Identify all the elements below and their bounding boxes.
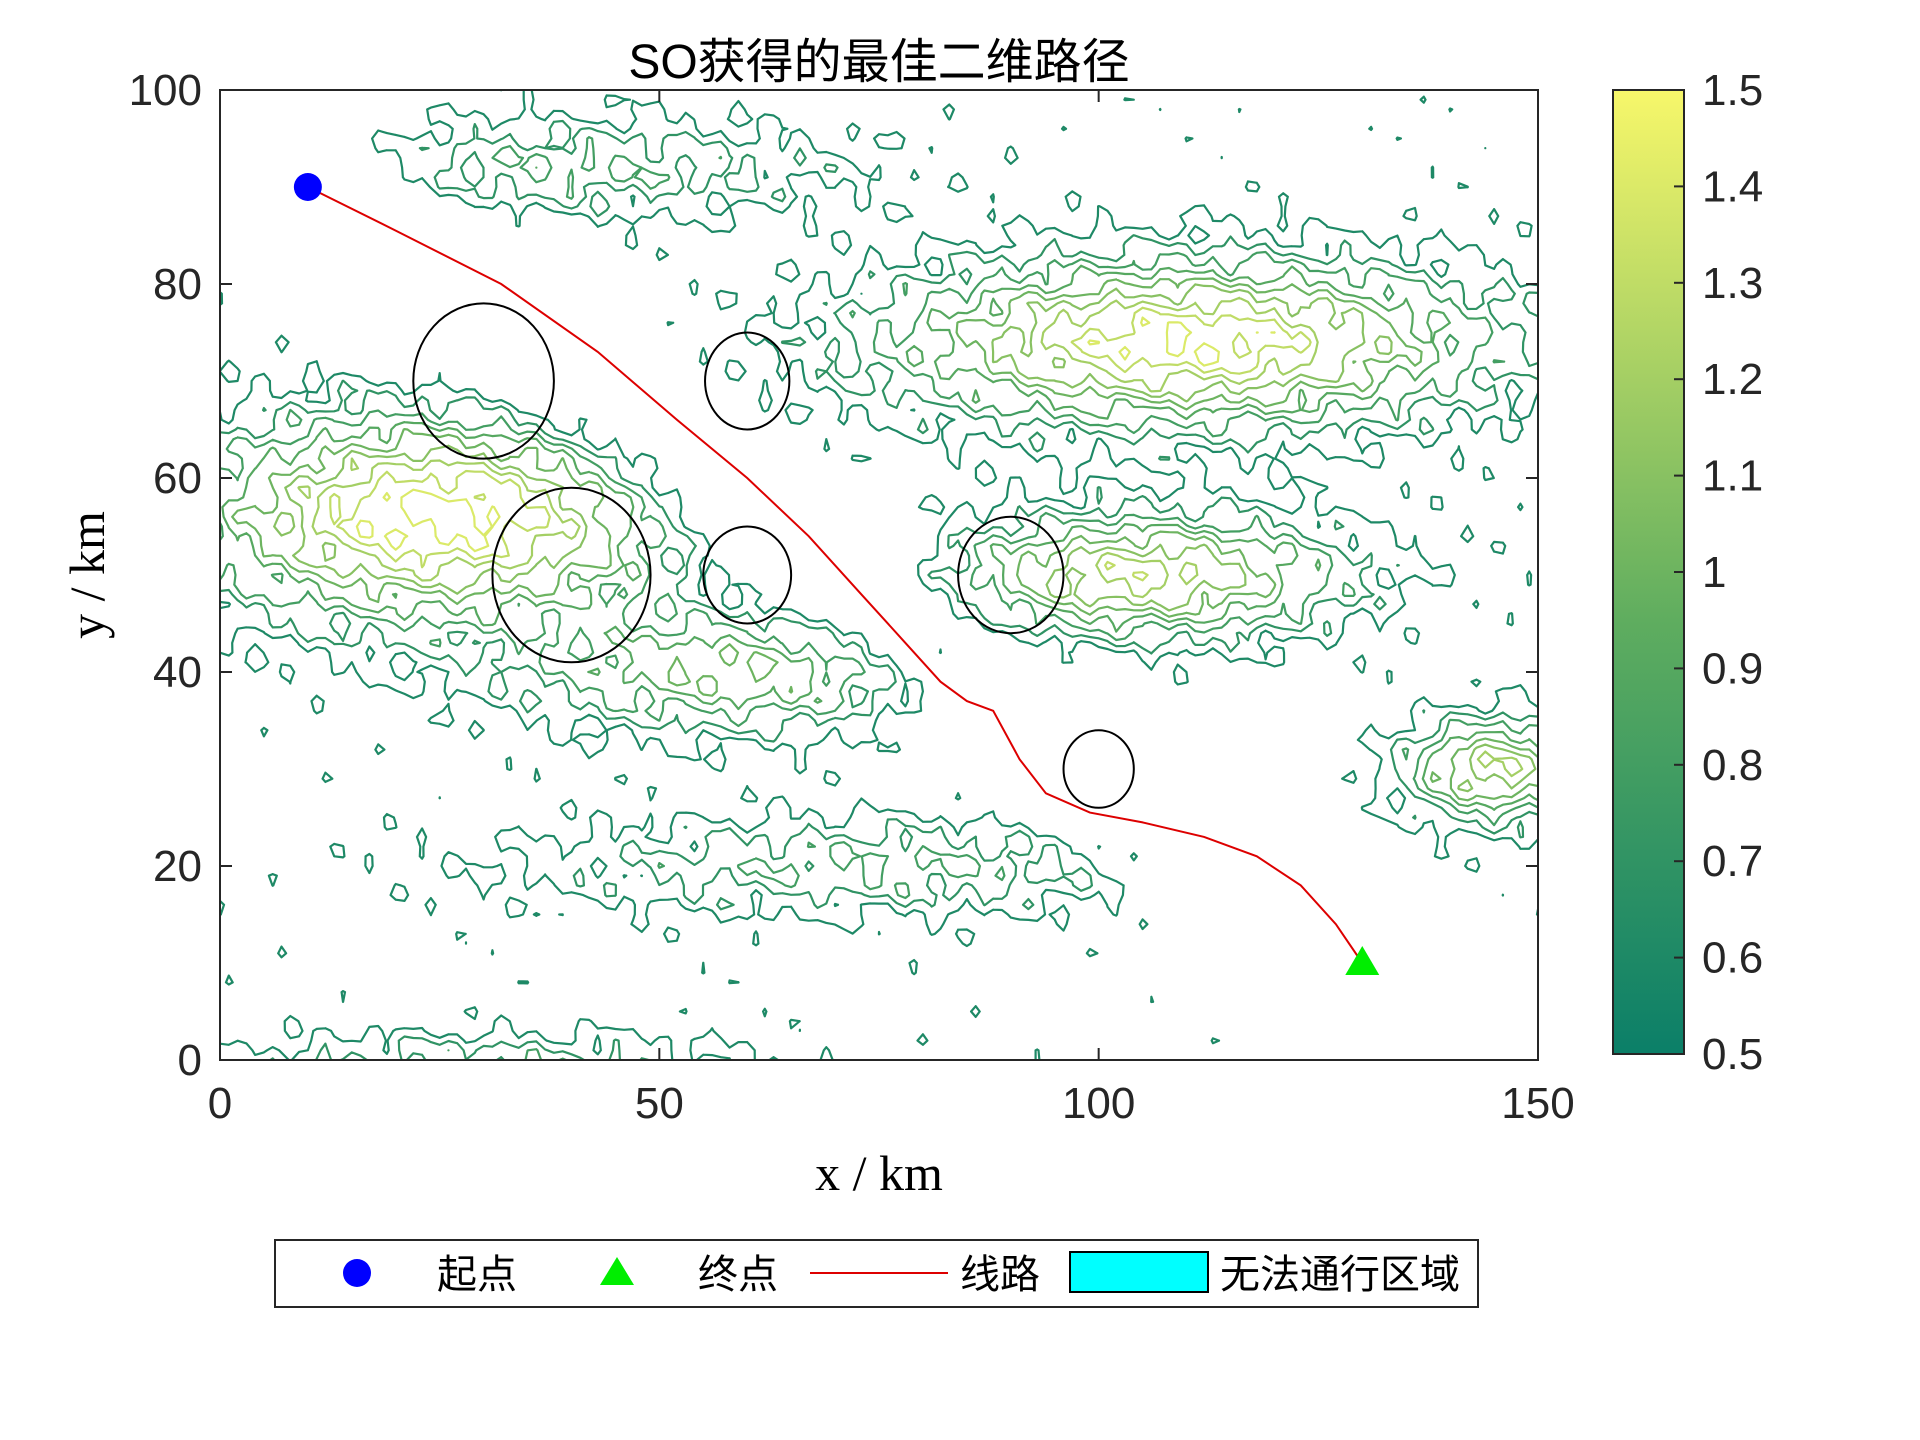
y-tick-label: 0 [178,1036,202,1085]
colorbar-tick-label: 1.4 [1702,162,1763,211]
x-axis-label: x / km [815,1145,943,1201]
end-point [1345,946,1380,975]
no-go-zone [702,525,793,625]
no-go-zone [957,515,1065,635]
colorbar-tick-label: 1.5 [1702,66,1763,115]
contour-line [221,166,1538,811]
contour-line [297,296,1524,778]
no-go-zone [412,302,555,460]
colorbar-tick-label: 0.9 [1702,644,1763,693]
legend-zone-patch [1069,1251,1209,1293]
no-go-zone [1062,729,1135,809]
legend-end-marker [600,1257,634,1285]
x-tick-label: 150 [1501,1079,1574,1128]
endpoint-markers [293,173,1380,975]
legend-start-label: 起点 [437,1253,517,1297]
colorbar-tick-label: 1.3 [1702,259,1763,308]
chart-title: SO获得的最佳二维路径 [628,36,1129,89]
y-axis-label: y / km [59,511,115,639]
contour-line [220,136,1538,1060]
y-axis-ticks: 0 20 40 60 80 100 [129,66,1538,1085]
y-tick-label: 20 [153,842,202,891]
colorbar [1612,89,1685,1055]
terrain-contours [220,90,1538,1060]
x-tick-label: 50 [635,1079,684,1128]
route-line [307,186,1364,964]
x-tick-label: 0 [208,1079,232,1128]
x-axis-ticks: 0 50 100 150 [208,90,1575,1128]
contour-line [220,90,1538,1060]
legend-end-label: 终点 [698,1253,778,1297]
y-tick-label: 60 [153,454,202,503]
contour-line [231,277,1538,802]
colorbar-tick-label: 0.8 [1702,741,1763,790]
contour-line [329,306,1312,582]
route-layer [307,186,1364,964]
no-go-zones [412,302,1135,809]
no-go-zone [491,486,652,664]
colorbar-tick-label: 0.5 [1702,1030,1763,1079]
colorbar-tick-label: 0.6 [1702,934,1763,983]
colorbar-tick-label: 1 [1702,548,1726,597]
plot-frame [219,89,1539,1061]
y-tick-label: 100 [129,66,202,115]
y-tick-label: 80 [153,260,202,309]
contour-line [355,316,1276,553]
contour-line [273,283,1537,793]
x-tick-label: 100 [1062,1079,1135,1128]
colorbar-ticks: 0.5 0.6 0.7 0.8 0.9 1 1.1 1.2 1.3 1.4 1.5 [1674,66,1763,1079]
y-tick-label: 40 [153,648,202,697]
legend-zone-label: 无法通行区域 [1220,1253,1460,1297]
legend-route-label: 线路 [960,1253,1040,1297]
colorbar-tick-label: 1.1 [1702,452,1763,501]
legend-start-marker [343,1259,371,1287]
legend: 起点 终点 线路 无法通行区域 [274,1239,1479,1308]
colorbar-tick-label: 1.2 [1702,355,1763,404]
colorbar-tick-label: 0.7 [1702,837,1763,886]
no-go-zone [704,331,791,431]
start-point [293,173,322,201]
